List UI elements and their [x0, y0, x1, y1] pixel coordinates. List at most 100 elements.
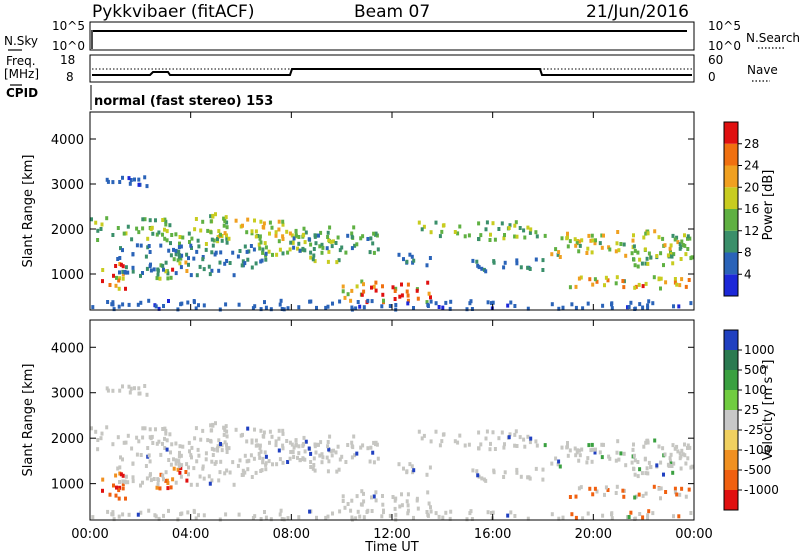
power-echo-cell — [425, 263, 429, 268]
power-echo-cell — [622, 242, 626, 247]
power-echo-cell — [257, 242, 261, 247]
velocity-echo-cell — [261, 460, 265, 465]
velocity-echo-cell — [137, 386, 141, 391]
velocity-echo-cell — [449, 509, 453, 514]
power-echo-cell — [245, 230, 249, 235]
power-echo-cell — [574, 284, 578, 289]
velocity-echo-cell — [259, 517, 263, 521]
velocity-echo-cell — [320, 460, 324, 465]
velocity-colorbar-label: -25 — [744, 423, 764, 437]
power-echo-cell — [522, 228, 526, 233]
velocity-echo-cell — [585, 460, 589, 465]
velocity-echo-cell — [126, 433, 130, 438]
power-echo-cell — [518, 226, 522, 230]
power-echo-cell — [566, 244, 570, 249]
power-echo-cell — [672, 304, 675, 309]
velocity-echo-cell — [526, 475, 530, 480]
power-echo-cell — [216, 239, 220, 244]
velocity-echo-cell — [303, 457, 307, 462]
velocity-echo-cell — [139, 483, 142, 488]
velocity-echo-cell — [225, 434, 229, 439]
power-echo-cell — [116, 226, 120, 230]
velocity-echo-cell — [686, 443, 690, 448]
velocity-echo-cell — [178, 450, 181, 455]
power-echo-cell — [543, 233, 547, 238]
power-echo-cell — [152, 267, 156, 272]
power-colorbar-label: 8 — [744, 246, 752, 260]
velocity-echo-cell — [278, 512, 282, 517]
power-echo-cell — [586, 246, 590, 251]
velocity-echo-cell — [632, 442, 635, 447]
power-echo-cell — [484, 269, 488, 274]
velocity-echo-cell — [211, 422, 215, 427]
velocity-echo-cell — [360, 502, 364, 507]
velocity-echo-cell — [123, 479, 127, 484]
power-echo-cell — [115, 275, 118, 280]
velocity-echo-cell — [197, 453, 201, 458]
power-echo-cell — [90, 217, 93, 222]
velocity-echo-cell — [428, 465, 432, 470]
velocity-echo-cell — [632, 467, 636, 472]
velocity-echo-cell — [327, 447, 331, 452]
power-echo-cell — [633, 263, 637, 268]
velocity-echo-cell — [241, 432, 244, 437]
velocity-echo-cell — [201, 466, 205, 471]
power-echo-cell — [644, 261, 648, 266]
power-colorbar-swatch — [724, 165, 738, 188]
velocity-colorbar-swatch — [724, 410, 738, 430]
velocity-echo-cell — [621, 488, 625, 493]
power-echo-cell — [645, 256, 649, 261]
velocity-echo-cell — [352, 434, 356, 439]
power-echo-cell — [346, 233, 350, 238]
power-echo-cell — [574, 243, 578, 248]
velocity-echo-cell — [624, 463, 628, 468]
power-echo-cell — [670, 254, 674, 259]
power-echo-cell — [406, 298, 410, 303]
noise-tick-right-top: 10^5 — [708, 19, 741, 33]
velocity-echo-cell — [497, 436, 501, 441]
power-echo-cell — [294, 233, 298, 238]
velocity-echo-cell — [489, 441, 492, 446]
power-echo-field — [90, 175, 694, 312]
power-echo-cell — [94, 220, 98, 225]
power-echo-cell — [438, 234, 442, 239]
power-echo-cell — [380, 304, 384, 309]
velocity-echo-cell — [353, 453, 357, 458]
power-echo-cell — [177, 245, 181, 250]
power-echo-cell — [161, 232, 164, 237]
velocity-echo-cell — [280, 517, 284, 521]
velocity-echo-cell — [506, 513, 510, 518]
velocity-echo-cell — [303, 449, 307, 454]
velocity-echo-cell — [101, 477, 105, 482]
velocity-echo-cell — [645, 466, 649, 471]
velocity-echo-cell — [678, 456, 682, 461]
velocity-echo-cell — [587, 443, 591, 448]
velocity-echo-cell — [220, 448, 224, 453]
nave-tick-bottom: 0 — [708, 70, 716, 84]
power-echo-cell — [225, 259, 229, 263]
power-echo-cell — [405, 289, 409, 294]
velocity-echo-cell — [673, 446, 677, 451]
power-echo-cell — [686, 247, 690, 251]
velocity-echo-cell — [202, 513, 206, 518]
noise-panel-frame — [89, 21, 695, 51]
velocity-echo-cell — [154, 427, 157, 432]
power-echo-cell — [237, 302, 241, 307]
velocity-echo-cell — [664, 490, 668, 494]
power-echo-cell — [170, 233, 174, 237]
power-echo-cell — [91, 305, 95, 310]
velocity-echo-cell — [642, 444, 646, 449]
velocity-echo-cell — [507, 435, 511, 440]
velocity-echo-cell — [633, 472, 637, 477]
power-echo-cell — [652, 275, 656, 280]
power-echo-cell — [121, 302, 125, 307]
power-echo-cell — [440, 229, 444, 234]
velocity-echo-cell — [417, 429, 421, 434]
velocity-echo-cell — [652, 484, 656, 489]
velocity-echo-cell — [662, 472, 665, 477]
power-echo-cell — [278, 302, 282, 307]
power-echo-cell — [526, 265, 530, 270]
power-echo-cell — [117, 286, 121, 291]
power-echo-cell — [204, 242, 208, 246]
power-echo-cell — [149, 227, 153, 231]
